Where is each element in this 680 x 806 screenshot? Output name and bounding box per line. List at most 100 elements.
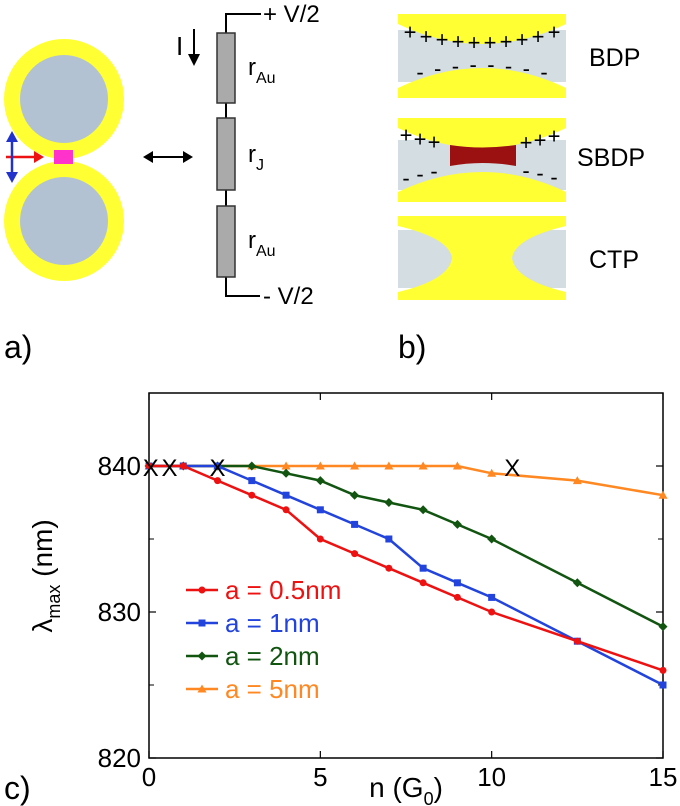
charge-sign: +	[500, 29, 513, 54]
blue-arrowhead-up-icon	[6, 131, 18, 142]
annotation-x-mark: X	[504, 455, 520, 482]
charge-sign: -	[452, 53, 459, 78]
x-tick-label: 5	[313, 762, 327, 792]
charge-sign: -	[523, 56, 530, 81]
charge-sign: -	[430, 159, 437, 184]
charge-sign: +	[532, 24, 545, 49]
panel-b-label: b)	[398, 329, 426, 365]
annotation-x-mark: X	[162, 455, 178, 482]
data-point	[453, 593, 461, 601]
data-point	[198, 586, 206, 594]
charge-sign: +	[468, 30, 481, 55]
data-point	[247, 461, 257, 471]
charge-sign: +	[400, 123, 413, 148]
charge-sign: -	[469, 52, 476, 77]
data-point	[248, 477, 256, 485]
data-point	[488, 593, 496, 601]
charge-sign: +	[520, 130, 533, 155]
data-point	[488, 608, 496, 616]
data-point	[658, 622, 668, 632]
x-tick-label: 0	[142, 762, 156, 792]
data-point	[419, 579, 427, 587]
data-point	[197, 651, 207, 661]
data-point	[214, 477, 222, 485]
data-point	[248, 491, 256, 499]
mode-label-sbdp: SBDP	[577, 144, 645, 172]
bdp-top-signs: + + + + + + + + + +	[404, 20, 561, 55]
data-point	[385, 564, 393, 572]
data-point	[350, 490, 360, 500]
data-point	[384, 498, 394, 507]
plot-frame	[148, 392, 664, 759]
data-point	[487, 534, 497, 544]
legend-entry: a = 0.5nm	[225, 575, 341, 605]
data-point	[659, 666, 667, 674]
data-point	[315, 461, 325, 470]
data-point	[351, 550, 359, 558]
charge-sign: -	[536, 161, 543, 186]
data-point	[145, 462, 153, 470]
series-a-0-5nm	[145, 462, 667, 674]
sbdp-bottom-gold	[398, 172, 566, 202]
voltage-bottom-label: - V/2	[263, 283, 314, 310]
y-tick-label: 840	[98, 451, 141, 481]
legend-entry: a = 1nm	[225, 608, 320, 638]
data-point	[350, 461, 360, 470]
data-point	[316, 535, 324, 543]
blue-arrowhead-down-icon	[6, 172, 18, 183]
panel-c-label: c)	[4, 770, 31, 806]
charge-sign: -	[550, 164, 557, 189]
equivalence-arrowhead-right-icon	[183, 151, 193, 163]
series-line	[149, 464, 664, 672]
legend-entry: a = 2nm	[225, 641, 320, 671]
sbdp-top-gold	[398, 118, 566, 148]
lower-nanoparticle-core	[20, 177, 108, 265]
charge-sign: -	[402, 165, 409, 190]
x-axis-label: n (G0)	[369, 772, 443, 806]
mode-label-bdp: BDP	[589, 44, 640, 72]
junction-bridge	[54, 150, 73, 164]
data-point	[452, 519, 462, 529]
ctp-gold	[398, 216, 566, 300]
chart-ticks: 0 5 10 15 820 830 840	[98, 393, 678, 792]
y-axis-label: λmax (nm)	[27, 519, 64, 632]
charge-sign: +	[452, 29, 465, 54]
resistor-au-bottom	[216, 205, 236, 278]
data-point	[573, 637, 581, 645]
panel-a-label: a)	[4, 329, 32, 365]
data-point	[572, 476, 582, 485]
charge-sign: +	[436, 27, 449, 52]
annotation-x-mark: X	[143, 455, 159, 482]
current-label: I	[176, 31, 183, 61]
x-tick-label: 15	[649, 762, 678, 792]
charge-sign: -	[434, 56, 441, 81]
data-point	[281, 468, 291, 478]
data-point	[487, 468, 497, 477]
red-arrowhead-icon	[34, 151, 44, 163]
data-point	[659, 681, 667, 689]
data-point	[418, 461, 428, 470]
sbdp-bottom-signs: ------	[402, 158, 557, 191]
annotation-x-mark: X	[210, 455, 226, 482]
data-point	[418, 505, 428, 515]
data-point	[316, 506, 324, 514]
data-point	[419, 564, 427, 572]
data-point	[384, 461, 394, 470]
resistor-label-bottom: rAu	[248, 227, 276, 260]
data-point	[315, 476, 325, 486]
data-point	[658, 490, 668, 499]
bdp-bottom-signs: --------	[416, 52, 547, 84]
data-point	[385, 535, 393, 543]
data-point	[214, 462, 222, 470]
data-point	[179, 462, 187, 470]
data-point	[198, 619, 206, 627]
data-point	[282, 491, 290, 499]
sbdp-top-signs: + + + + + +	[400, 123, 561, 156]
charge-sign: -	[540, 60, 547, 85]
resistor-au-top	[216, 32, 236, 104]
bdp-top-gold	[398, 14, 566, 44]
charge-sign: -	[416, 162, 423, 187]
